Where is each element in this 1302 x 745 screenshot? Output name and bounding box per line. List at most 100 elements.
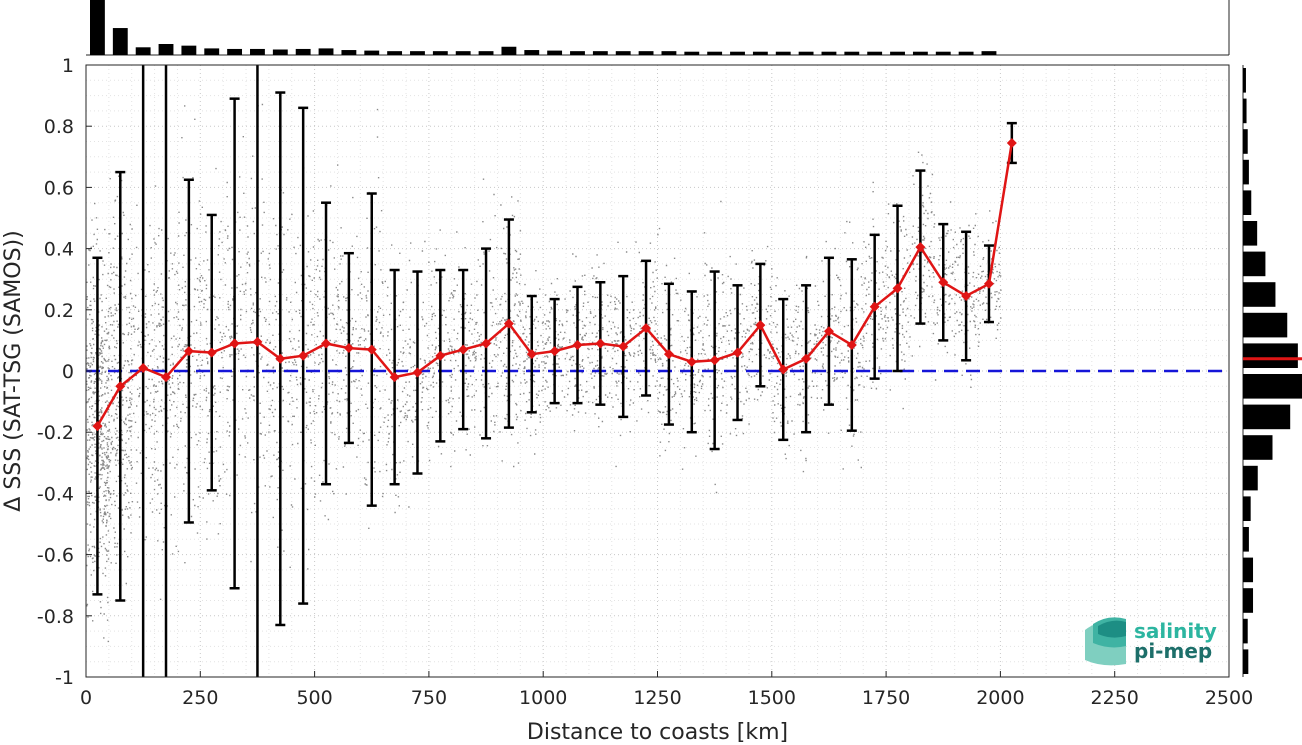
right-hist-bar [1243,190,1252,215]
top-hist-bar [592,51,608,55]
mean-point [321,338,332,349]
mean-point [983,278,994,289]
top-hist-bar [135,47,151,55]
mean-point [229,338,240,349]
mean-point [183,346,194,357]
top-hist-bar [912,51,928,55]
y-tick-label: -0.2 [37,422,74,444]
top-hist-bar [387,51,403,55]
top-hist-bar [730,51,745,55]
mean-point [252,336,263,347]
mean-point [92,421,103,432]
top-hist-bar [890,51,905,55]
x-tick-label: 500 [296,687,332,709]
top-hist-bar [410,51,425,55]
top-hist-bar [501,46,517,55]
top-hist-bar [204,48,220,55]
top-hist-bar [752,51,768,55]
top-hist-bar [867,51,883,55]
top-hist-bar [295,48,311,55]
right-hist-bar [1243,374,1302,399]
y-tick-label: 0.8 [44,116,74,138]
top-hist-bar [844,51,860,55]
x-tick-label: 2500 [1205,687,1253,709]
right-hist-bar [1243,159,1249,185]
top-hist-bar [181,45,197,55]
right-hist-bar [1243,435,1273,460]
mean-point [801,353,812,364]
x-axis-label: Distance to coasts [km] [527,720,788,745]
x-tick-label: 2000 [976,687,1024,709]
top-hist-bar [318,48,334,55]
x-tick-label: 1000 [519,687,567,709]
y-tick-label: 1 [62,55,74,77]
y-tick-label: -0.4 [37,483,74,505]
mean-point [869,301,880,312]
x-tick-label: 1500 [748,687,796,709]
top-hist-bar [478,51,494,55]
x-tick-label: 1750 [862,687,910,709]
right-hist-bar [1243,282,1276,307]
top-hist-bar [547,50,563,55]
mean-point [892,283,903,294]
mean-point [1006,138,1017,149]
top-histogram [86,0,1230,56]
mean-point [686,356,697,367]
logo-text-pi-mep: pi-mep [1134,639,1212,663]
axis-ticks: 0 250 500 750 1000 1250 1500 1750 2000 2250 2500 -1… [37,55,1253,709]
y-axis-label: Δ SSS (SAT-TSG (SAMOS)) [1,230,26,511]
salinity-pi-mep-logo: salinity pi-mep [1085,617,1217,666]
x-tick-label: 0 [80,687,92,709]
right-hist-bar [1243,649,1249,674]
right-hist-bar [1243,588,1254,613]
mean-point [161,372,172,383]
right-hist-bar [1243,465,1258,491]
right-hist-bar [1243,312,1288,338]
mean-point [641,323,652,334]
mean-point [823,326,834,337]
y-tick-label: 0.4 [44,239,74,261]
mean-point [206,347,217,358]
top-hist-bar [524,50,540,55]
mean-point [115,381,126,392]
top-hist-bar [821,51,837,55]
right-hist-bar [1243,496,1251,521]
mean-point [503,318,514,329]
top-hist-bar [364,50,380,55]
mean-point [298,350,309,361]
mean-point [549,346,560,357]
right-hist-bar [1243,98,1247,124]
y-tick-label: -0.6 [37,545,74,567]
top-hist-bar [798,51,814,55]
right-hist-bar [1243,404,1291,430]
y-tick-label: -1 [55,667,74,689]
mean-point [458,344,469,355]
mean-point [846,339,857,350]
top-hist-bar [570,51,585,55]
logo-text-salinity: salinity [1134,619,1217,643]
y-tick-label: 0.2 [44,300,74,322]
mean-point [366,344,377,355]
right-hist-bar [1243,251,1266,277]
logo-waves-icon [1085,617,1126,666]
mean-point [938,277,949,288]
mean-point [275,353,286,364]
right-hist-bar [1243,618,1248,644]
x-tick-label: 2250 [1091,687,1139,709]
mean-point [663,349,674,360]
top-hist-bar [684,51,700,55]
top-hist-bar [661,51,677,55]
top-hist-bar [615,51,631,55]
y-tick-label: -0.8 [37,606,74,628]
mean-point [618,341,629,352]
mean-point [435,350,446,361]
mean-point [915,242,926,253]
top-hist-bar [707,51,723,55]
mean-point [412,367,423,378]
mean-point [572,339,583,350]
mean-point [732,347,743,358]
top-hist-bar [958,51,974,55]
top-hist-bar [250,48,265,55]
right-histogram [1242,65,1302,677]
